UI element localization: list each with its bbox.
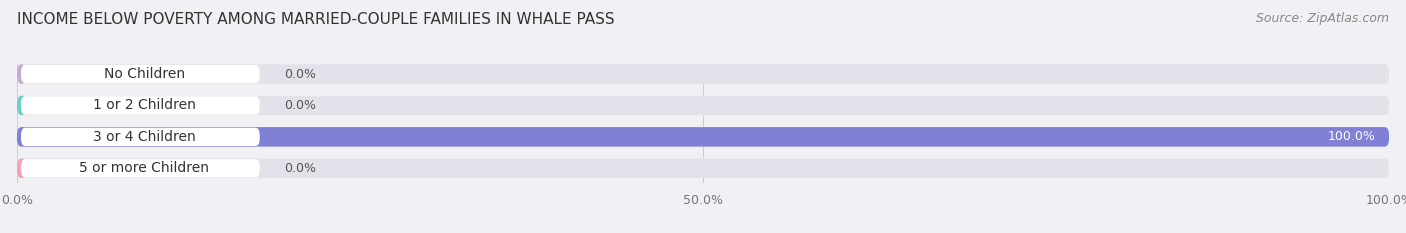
Text: 3 or 4 Children: 3 or 4 Children [93, 130, 195, 144]
Text: 5 or more Children: 5 or more Children [80, 161, 209, 175]
FancyBboxPatch shape [17, 96, 27, 115]
FancyBboxPatch shape [21, 96, 260, 115]
Text: 1 or 2 Children: 1 or 2 Children [93, 99, 195, 113]
Text: 100.0%: 100.0% [1327, 130, 1375, 143]
FancyBboxPatch shape [21, 159, 260, 177]
Text: 0.0%: 0.0% [284, 68, 316, 81]
FancyBboxPatch shape [17, 64, 27, 84]
FancyBboxPatch shape [21, 65, 260, 83]
FancyBboxPatch shape [17, 159, 1389, 178]
Text: INCOME BELOW POVERTY AMONG MARRIED-COUPLE FAMILIES IN WHALE PASS: INCOME BELOW POVERTY AMONG MARRIED-COUPL… [17, 12, 614, 27]
FancyBboxPatch shape [21, 128, 260, 146]
FancyBboxPatch shape [17, 127, 1389, 147]
FancyBboxPatch shape [17, 127, 1389, 147]
Text: 0.0%: 0.0% [284, 99, 316, 112]
FancyBboxPatch shape [17, 64, 1389, 84]
Text: No Children: No Children [104, 67, 186, 81]
FancyBboxPatch shape [17, 159, 27, 178]
Text: Source: ZipAtlas.com: Source: ZipAtlas.com [1256, 12, 1389, 25]
Text: 0.0%: 0.0% [284, 162, 316, 175]
FancyBboxPatch shape [17, 96, 1389, 115]
